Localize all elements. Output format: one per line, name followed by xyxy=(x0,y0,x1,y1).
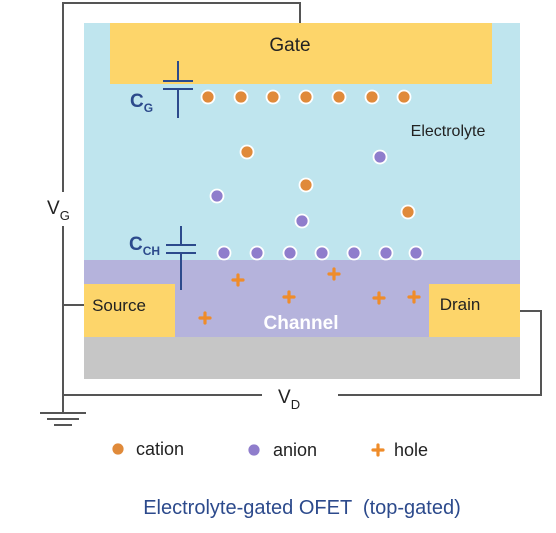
hole xyxy=(327,267,341,281)
hole-markers xyxy=(198,267,421,325)
electrolyte-label: Electrolyte xyxy=(411,123,486,140)
hole xyxy=(282,290,296,304)
capacitor-cg xyxy=(163,61,193,118)
cation xyxy=(298,89,314,105)
hole xyxy=(231,273,245,287)
cation xyxy=(400,204,416,220)
cation xyxy=(265,89,281,105)
cation xyxy=(200,89,216,105)
drain-label: Drain xyxy=(440,295,481,314)
legend-hole-marker xyxy=(371,443,385,457)
legend-anion-label: anion xyxy=(273,440,317,460)
legend: cation anion hole xyxy=(110,439,428,460)
cation xyxy=(239,144,255,160)
cch-label: CCH xyxy=(129,234,160,258)
cation-markers xyxy=(200,89,416,220)
cation xyxy=(331,89,347,105)
drain-electrode xyxy=(429,284,520,337)
hole xyxy=(198,311,212,325)
vd-label: VD xyxy=(278,387,300,412)
legend-anion-marker xyxy=(246,442,262,458)
cation xyxy=(364,89,380,105)
cation xyxy=(396,89,412,105)
cation xyxy=(233,89,249,105)
anion-markers xyxy=(209,149,424,261)
hole xyxy=(407,290,421,304)
cation xyxy=(298,177,314,193)
anion xyxy=(372,149,388,165)
vg-label: VG xyxy=(47,198,70,223)
legend-hole-label: hole xyxy=(394,440,428,460)
capacitor-cch xyxy=(166,226,196,290)
source-electrode xyxy=(84,284,175,337)
anion xyxy=(216,245,232,261)
cg-label: CG xyxy=(130,91,153,115)
ground-symbol xyxy=(40,395,86,426)
anion xyxy=(282,245,298,261)
substrate xyxy=(84,337,520,379)
gate-label: Gate xyxy=(269,35,310,56)
anion xyxy=(408,245,424,261)
vd-right-wire xyxy=(338,310,542,396)
legend-cation-label: cation xyxy=(136,439,184,459)
circuit-wires xyxy=(62,2,542,396)
anion xyxy=(378,245,394,261)
anion xyxy=(294,213,310,229)
legend-cation-marker xyxy=(110,441,126,457)
diagram-caption: Electrolyte-gated OFET (top-gated) xyxy=(143,497,461,519)
channel-label: Channel xyxy=(264,313,339,334)
anion xyxy=(249,245,265,261)
hole xyxy=(372,291,386,305)
anion xyxy=(209,188,225,204)
source-label: Source xyxy=(92,296,146,315)
anion xyxy=(346,245,362,261)
gate-wire xyxy=(62,2,301,196)
anion xyxy=(314,245,330,261)
gate-electrode xyxy=(110,23,492,84)
